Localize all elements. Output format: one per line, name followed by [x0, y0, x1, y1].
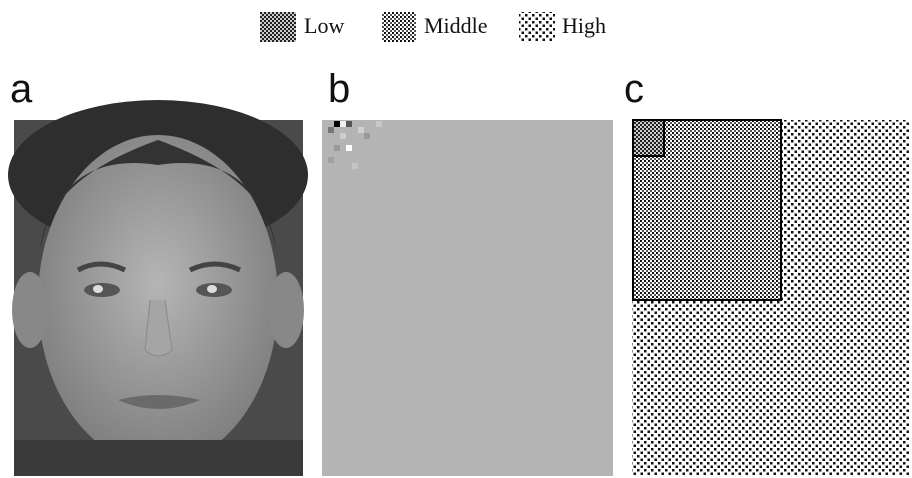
panel-label: a [10, 67, 33, 111]
legend-label: Low [304, 13, 344, 38]
panel-label: c [624, 67, 644, 111]
legend-label: Middle [424, 13, 488, 38]
face-image [8, 100, 308, 476]
panel-label: b [328, 67, 350, 111]
legend-swatch-high [519, 12, 555, 42]
legend-swatch-low [260, 12, 296, 42]
dct-image [322, 120, 613, 476]
legend-label: High [562, 13, 606, 38]
legend-swatch-middle [382, 12, 416, 42]
low-region [632, 119, 665, 157]
